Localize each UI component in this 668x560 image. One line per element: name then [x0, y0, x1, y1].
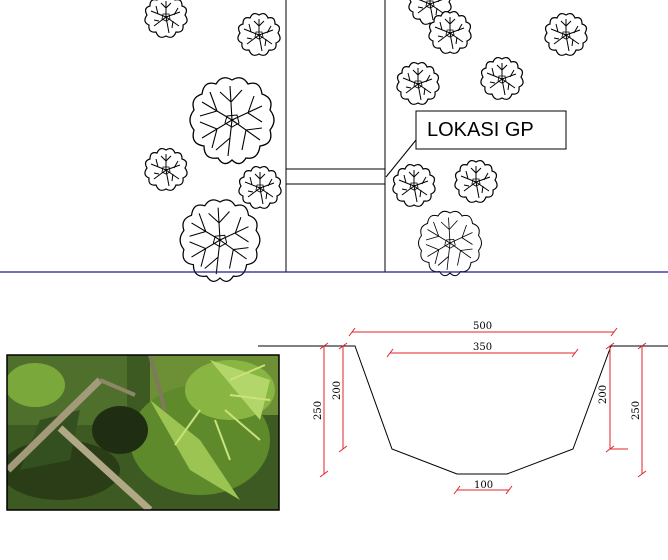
- callout-label: LOKASI GP: [427, 119, 534, 141]
- tree-icon: [454, 159, 498, 203]
- tree-icon: [179, 199, 261, 282]
- callout-leader: [385, 139, 417, 178]
- callout-box: [415, 110, 567, 150]
- dim-label-right-outer-height: 250: [631, 401, 642, 420]
- tree-icon: [144, 147, 188, 191]
- tree-icon: [238, 165, 282, 209]
- dim-label-left-inner-height: 200: [332, 381, 343, 400]
- tree-icon: [237, 12, 281, 56]
- channel-profile: [258, 345, 668, 475]
- dim-label-mid-width: 350: [473, 342, 492, 353]
- dim-label-right-inner-height: 200: [598, 385, 609, 404]
- tree-icon: [189, 77, 275, 165]
- photo-frame: [6, 354, 280, 511]
- dim-label-left-outer-height: 250: [313, 401, 324, 420]
- dim-label-top-width: 500: [473, 321, 492, 332]
- tree-icon: [418, 210, 482, 277]
- tree-icon: [428, 10, 472, 54]
- channel-cross-section: 500 350 100 250 200 200 250: [258, 321, 668, 495]
- tree-icon: [544, 12, 588, 56]
- tree-icon: [480, 56, 524, 100]
- site-plan: LOKASI GP: [144, 0, 588, 282]
- site-photo: [6, 354, 280, 511]
- callout-lokasi-gp: LOKASI GP: [385, 110, 567, 178]
- dim-label-bottom-width: 100: [474, 480, 493, 491]
- tree-icon: [392, 163, 436, 207]
- tree-icon: [396, 61, 440, 105]
- tree-icon: [144, 0, 188, 38]
